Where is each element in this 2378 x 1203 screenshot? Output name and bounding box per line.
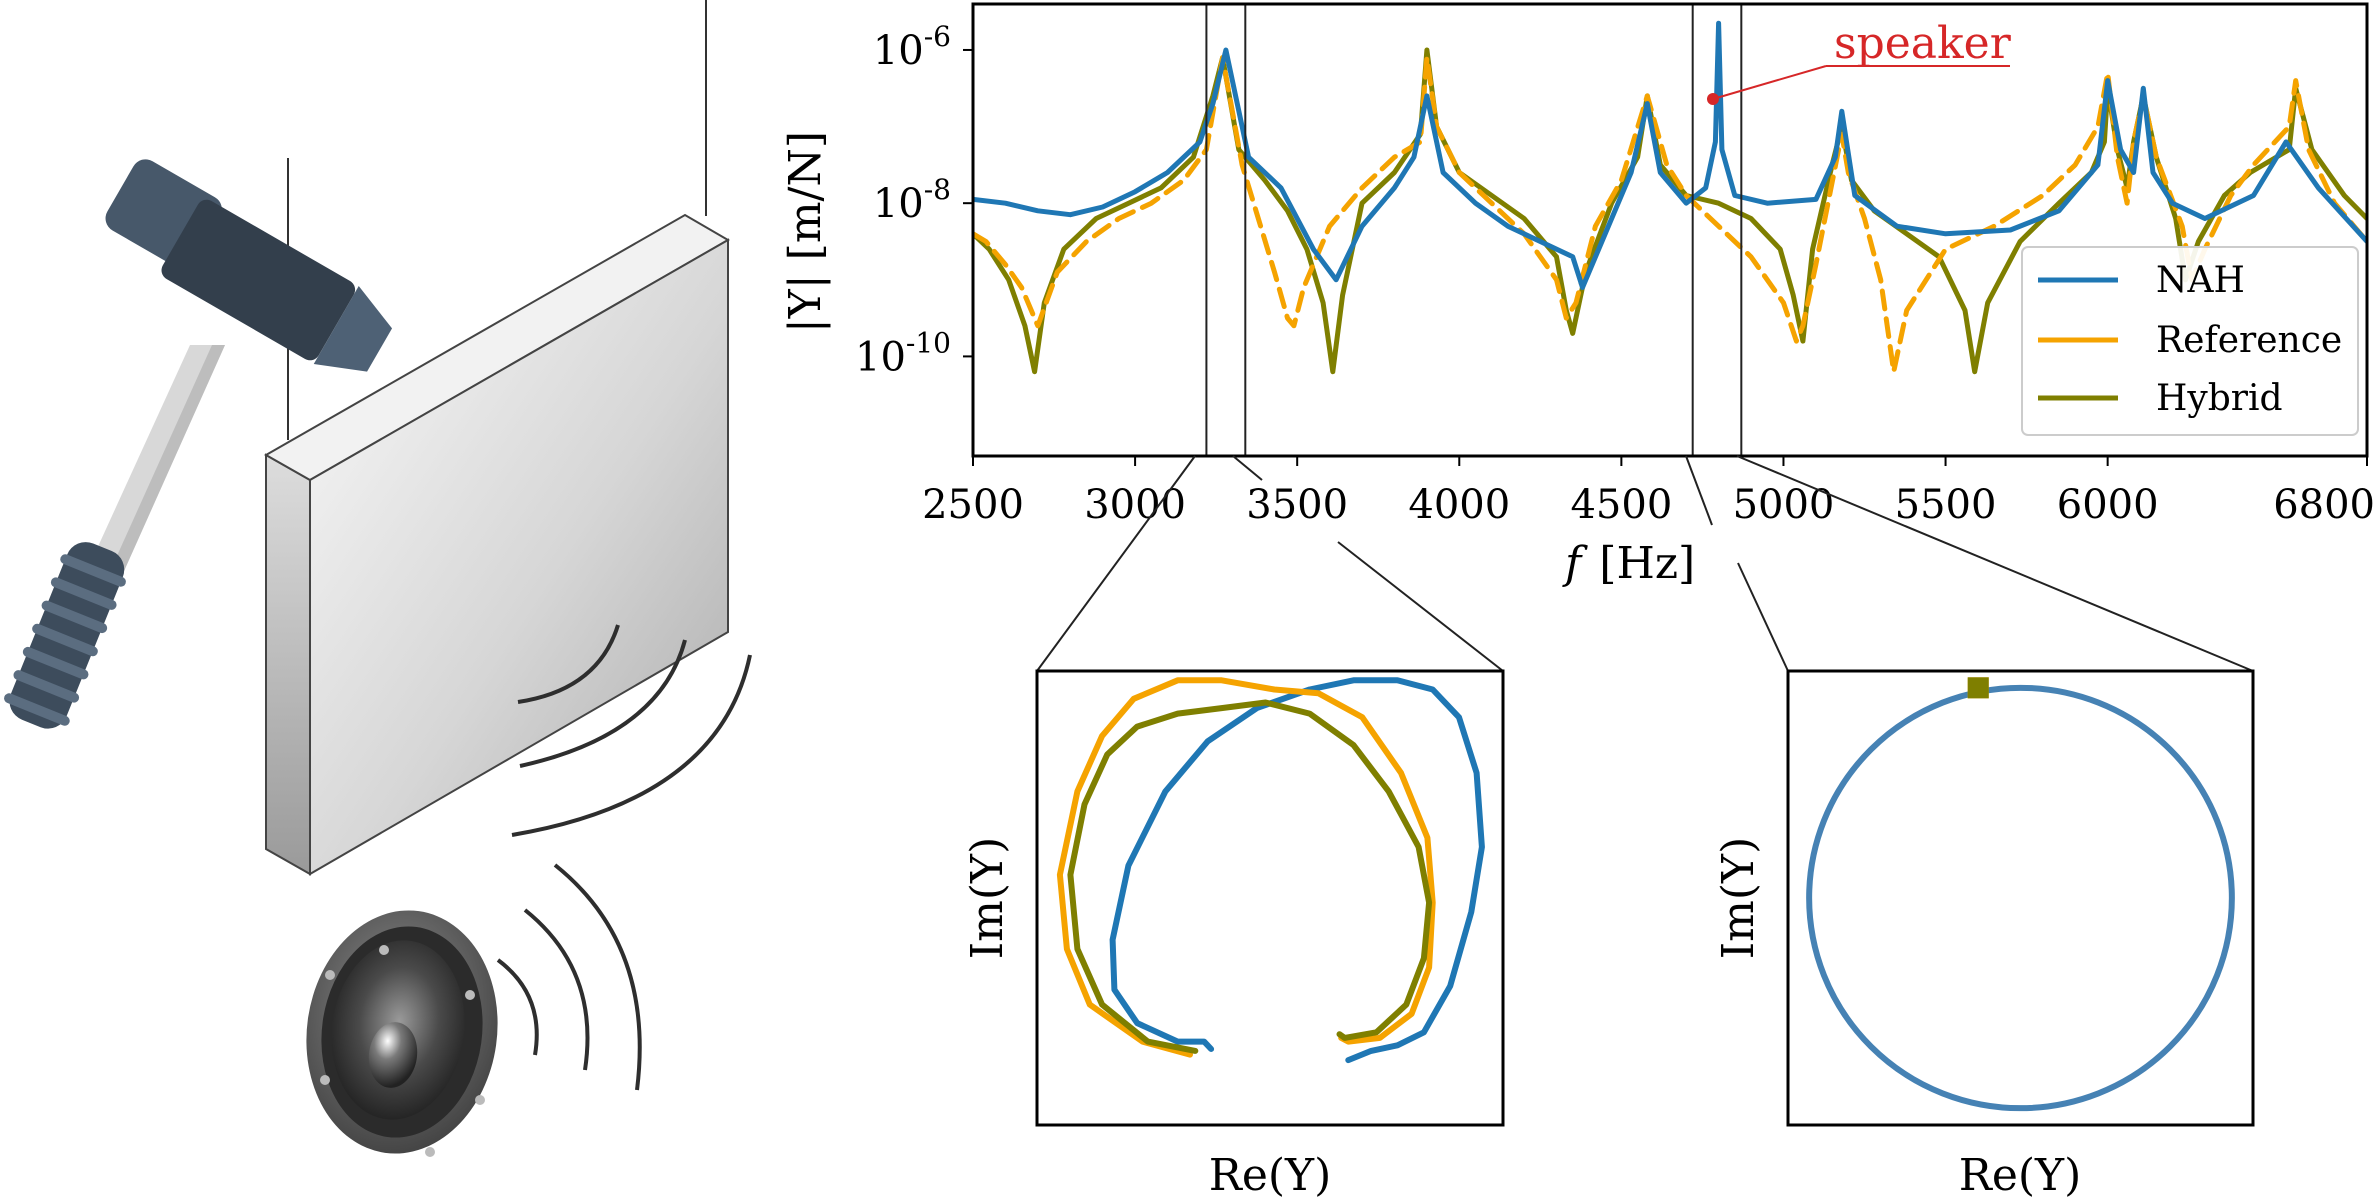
speaker-icon bbox=[306, 910, 498, 1157]
x-tick-label: 4500 bbox=[1570, 482, 1672, 528]
nyquist-series-nah bbox=[1806, 684, 2235, 1112]
right-axes-frame bbox=[1786, 669, 2255, 1127]
x-tick-label: 5000 bbox=[1733, 482, 1835, 528]
plate-icon bbox=[263, 213, 730, 876]
nyquist-series-hybrid bbox=[1067, 699, 1433, 1054]
speaker-annotation: speaker bbox=[1707, 18, 2012, 105]
speaker-annotation-label: speaker bbox=[1834, 18, 2012, 69]
x-tick-label: 3500 bbox=[1246, 482, 1348, 528]
hammer-icon bbox=[4, 159, 393, 729]
main-xlabel-symbol: f bbox=[1562, 538, 1588, 589]
main-plot: 2500 3000 3500 4000 4500 5000 5500 6000 680010-6… bbox=[780, 2, 2375, 589]
legend-label-hybrid: Hybrid bbox=[2156, 378, 2283, 419]
left-nyquist-plot: Re(Y) Im(Y) bbox=[962, 669, 1505, 1201]
y-tick-label: 10-10 bbox=[855, 326, 951, 380]
x-tick-label: 6800 bbox=[2273, 482, 2375, 528]
series-line-nah bbox=[973, 20, 2367, 290]
x-tick-label: 2500 bbox=[922, 482, 1024, 528]
legend-label-reference: Reference bbox=[2156, 320, 2342, 361]
y-tick-label: 10-8 bbox=[873, 173, 951, 227]
sound-wave-icon bbox=[511, 624, 752, 837]
main-xlabel: f [Hz] bbox=[1562, 538, 1695, 589]
nyquist-series-hybrid bbox=[1967, 677, 1989, 699]
left-xlabel: Re(Y) bbox=[1209, 1150, 1332, 1201]
nyquist-series-reference bbox=[1056, 677, 1436, 1058]
zoom-connectors bbox=[1036, 455, 2254, 672]
right-xlabel: Re(Y) bbox=[1959, 1150, 2082, 1201]
left-ylabel: Im(Y) bbox=[962, 837, 1013, 959]
main-xlabel-unit: [Hz] bbox=[1599, 538, 1695, 589]
legend-label-nah: NAH bbox=[2156, 260, 2245, 301]
right-ylabel: Im(Y) bbox=[1713, 837, 1764, 959]
illustration bbox=[4, 0, 752, 1157]
right-nyquist-plot: Re(Y) Im(Y) bbox=[1713, 669, 2255, 1201]
y-tick-label: 10-6 bbox=[873, 20, 951, 74]
nyquist-series-nah bbox=[1109, 677, 1485, 1064]
main-ylabel: |Y| [m/N] bbox=[780, 131, 831, 333]
x-tick-label: 4000 bbox=[1408, 482, 1510, 528]
legend: NAH Reference Hybrid bbox=[2021, 246, 2359, 436]
speaker-wave-icon bbox=[496, 863, 642, 1091]
main-axes-frame bbox=[971, 2, 2369, 458]
x-tick-label: 5500 bbox=[1895, 482, 1997, 528]
x-tick-label: 6000 bbox=[2057, 482, 2159, 528]
left-axes-frame bbox=[1035, 669, 1505, 1127]
